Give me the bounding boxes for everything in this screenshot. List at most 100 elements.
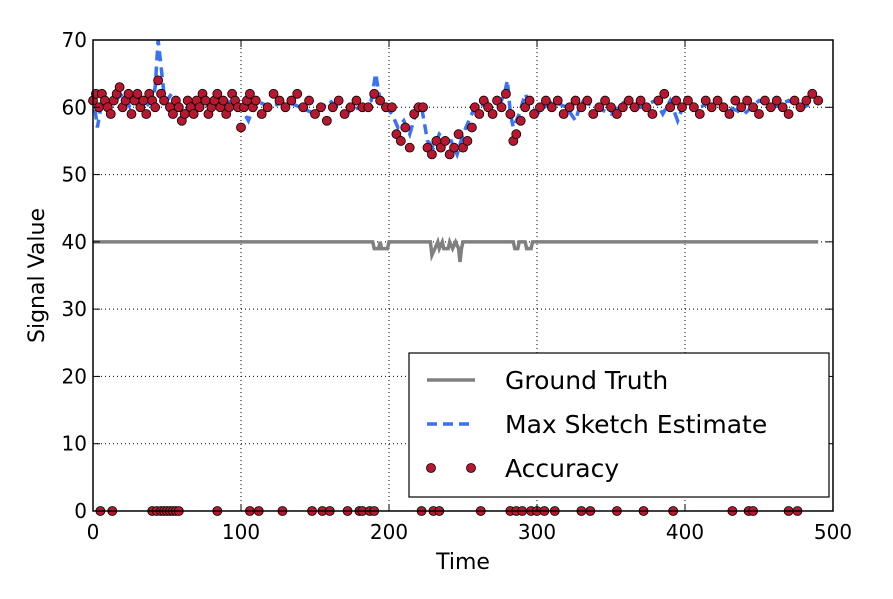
- axis-ticks: 0 100 200 300 400 500 0 10 20 30 40 50 60 70: [62, 28, 853, 544]
- accuracy-point: [487, 109, 498, 119]
- markers-layer: [88, 75, 824, 516]
- accuracy-point: [760, 95, 770, 106]
- y-axis-label: Signal Value: [25, 208, 50, 343]
- accuracy-point: [440, 136, 451, 146]
- accuracy-point: [435, 142, 446, 153]
- accuracy-point: [391, 129, 402, 140]
- plot-frame: [92, 39, 834, 512]
- accuracy-point: [212, 88, 223, 99]
- x-tick-label: 200: [370, 520, 408, 544]
- x-tick-label: 300: [518, 520, 556, 544]
- accuracy-point: [478, 95, 489, 106]
- accuracy-point: [483, 102, 494, 113]
- accuracy-point: [635, 95, 646, 106]
- accuracy-point: [449, 142, 460, 153]
- legend-box: [408, 352, 830, 498]
- legend-marker-accuracy: [466, 463, 476, 473]
- accuracy-point: [262, 102, 273, 113]
- y-tick-label: 0: [74, 499, 87, 523]
- legend-label: Max Sketch Estimate: [505, 410, 767, 439]
- legend: Ground Truth Max Sketch Estimate Accuracy: [408, 352, 830, 498]
- accuracy-point: [387, 102, 397, 113]
- accuracy-point: [395, 136, 406, 146]
- accuracy-point: [694, 109, 705, 119]
- accuracy-point: [677, 102, 687, 113]
- accuracy-point: [236, 122, 246, 133]
- accuracy-point: [564, 102, 575, 113]
- accuracy-point: [153, 75, 164, 86]
- accuracy-point: [492, 95, 502, 106]
- accuracy-point: [700, 95, 711, 106]
- accuracy-point: [647, 109, 658, 119]
- accuracy-point: [375, 95, 386, 106]
- accuracy-point: [754, 109, 764, 119]
- accuracy-point: [321, 115, 332, 126]
- accuracy-point: [765, 102, 776, 113]
- accuracy-point: [807, 88, 818, 99]
- accuracy-point: [535, 102, 545, 113]
- accuracy-point: [244, 88, 255, 99]
- accuracy-point: [339, 109, 350, 119]
- accuracy-point: [501, 88, 511, 99]
- accuracy-point: [126, 109, 137, 119]
- legend-label: Ground Truth: [505, 366, 668, 395]
- accuracy-point: [606, 102, 616, 113]
- accuracy-point: [418, 102, 428, 113]
- accuracy-point: [304, 95, 314, 106]
- accuracy-point: [188, 109, 199, 119]
- accuracy-point: [683, 95, 693, 106]
- accuracy-point: [612, 109, 622, 119]
- accuracy-point: [168, 109, 178, 119]
- accuracy-point: [653, 95, 664, 106]
- accuracy-point: [496, 102, 507, 113]
- accuracy-point: [159, 95, 169, 106]
- accuracy-point: [453, 129, 464, 140]
- accuracy-point: [274, 95, 285, 106]
- accuracy-point: [474, 109, 485, 119]
- accuracy-point: [466, 122, 477, 133]
- accuracy-point: [771, 95, 782, 106]
- accuracy-point: [462, 136, 473, 146]
- accuracy-point: [783, 109, 794, 119]
- accuracy-point: [813, 95, 824, 106]
- x-tick-label: 100: [222, 520, 260, 544]
- accuracy-point: [400, 122, 411, 133]
- accuracy-point: [363, 102, 374, 113]
- accuracy-point: [250, 95, 261, 106]
- y-tick-label: 30: [62, 297, 87, 321]
- accuracy-point: [333, 95, 344, 106]
- accuracy-point: [345, 102, 356, 113]
- accuracy-point: [316, 102, 326, 113]
- legend-marker-accuracy: [426, 463, 436, 473]
- accuracy-point: [671, 95, 682, 106]
- accuracy-point: [520, 102, 531, 113]
- accuracy-point: [724, 109, 735, 119]
- accuracy-point: [748, 102, 758, 113]
- accuracy-point: [280, 102, 291, 113]
- accuracy-point: [540, 95, 551, 106]
- accuracy-point: [582, 95, 593, 106]
- accuracy-point: [801, 95, 812, 106]
- accuracy-point: [594, 102, 605, 113]
- y-tick-label: 40: [62, 230, 87, 254]
- accuracy-point: [292, 88, 303, 99]
- accuracy-point: [570, 95, 581, 106]
- accuracy-point: [617, 102, 628, 113]
- accuracy-point: [623, 95, 634, 106]
- accuracy-point: [736, 102, 747, 113]
- accuracy-point: [458, 142, 468, 153]
- accuracy-point: [422, 142, 433, 153]
- accuracy-point: [505, 109, 516, 119]
- accuracy-point: [105, 109, 116, 119]
- accuracy-point: [404, 142, 415, 153]
- accuracy-point: [218, 95, 229, 106]
- accuracy-point: [558, 109, 569, 119]
- accuracy-point: [546, 102, 557, 113]
- accuracy-point: [141, 109, 152, 119]
- accuracy-point: [529, 109, 539, 119]
- accuracy-point: [659, 88, 670, 99]
- accuracy-point: [369, 88, 380, 99]
- y-tick-label: 70: [62, 28, 87, 52]
- accuracy-point: [629, 102, 640, 113]
